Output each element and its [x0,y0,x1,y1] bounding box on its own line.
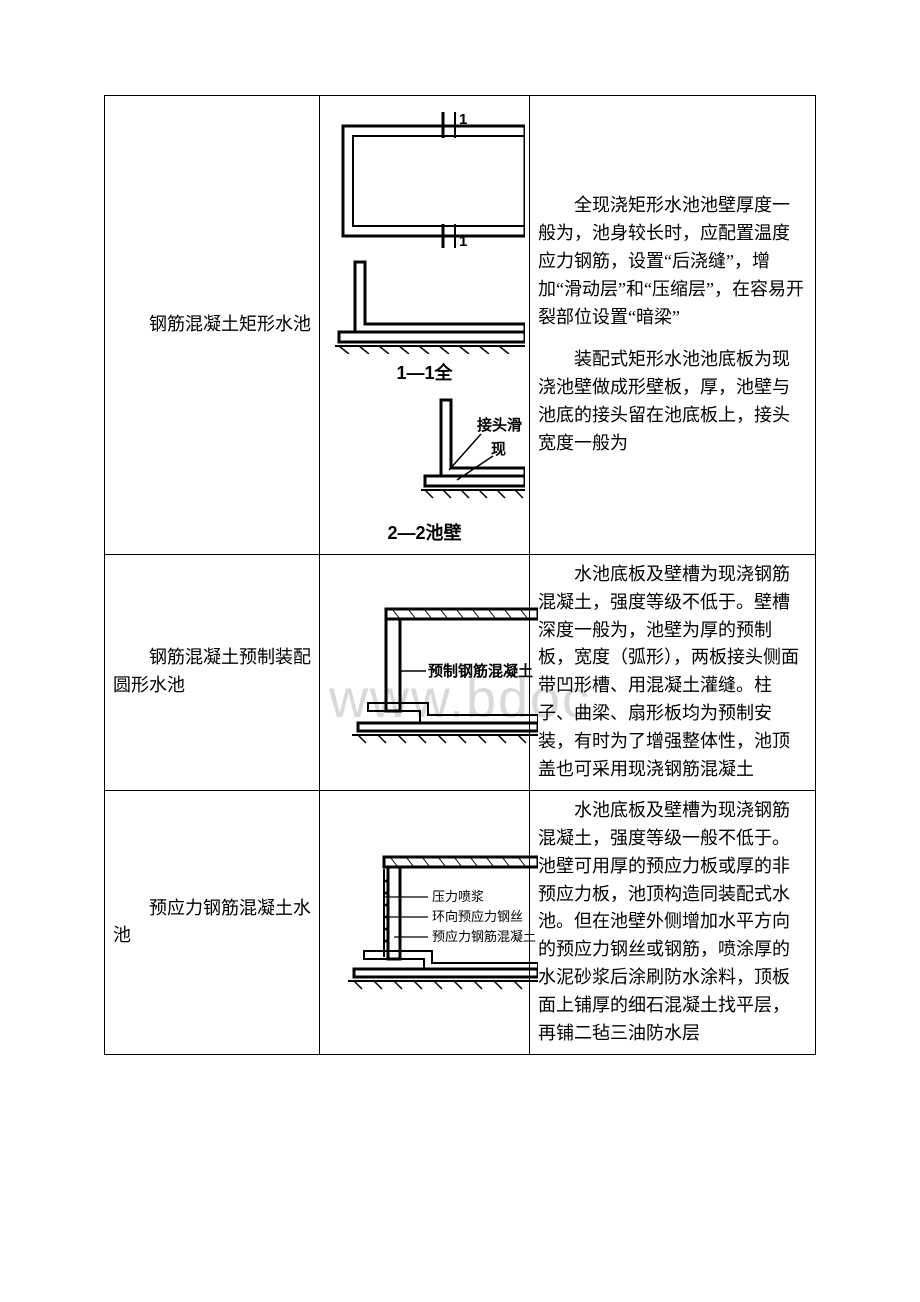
cell-figure: 预制钢筋混凝土 [320,554,530,790]
label-hoop-wire: 环向预应力钢丝 [432,909,523,924]
pool-name: 钢筋混凝土预制装配圆形水池 [113,644,311,700]
pool-types-table: 钢筋混凝土矩形水池 1 1 [104,95,816,1055]
plan-view-diagram: 1 1 [325,108,525,248]
cell-name: 预应力钢筋混凝土水池 [105,790,320,1054]
cell-description: 水池底板及壁槽为现浇钢筋混凝土，强度等级一般不低于。池壁可用厚的预应力板或厚的非… [530,790,816,1054]
document-page: 钢筋混凝土矩形水池 1 1 [0,0,920,1115]
cell-figure: 1 1 [320,96,530,555]
precast-circular-diagram: 预制钢筋混凝土 [328,597,538,747]
pool-name: 预应力钢筋混凝土水池 [113,895,311,951]
label-prestressed-rc: 预应力钢筋混凝土 [432,929,536,944]
cell-name: 钢筋混凝土预制装配圆形水池 [105,554,320,790]
pool-name: 钢筋混凝土矩形水池 [113,311,311,339]
label-shotcrete: 压力喷浆 [432,889,484,904]
cell-name: 钢筋混凝土矩形水池 [105,96,320,555]
desc-paragraph: 装配式矩形水池池底板为现浇池壁做成形壁板，厚，池壁与池底的接头留在池底板上，接头… [538,346,807,458]
figure-caption: 1—1全 [396,360,452,388]
table-row: 钢筋混凝土预制装配圆形水池 [105,554,816,790]
cell-description: 水池底板及壁槽为现浇钢筋混凝土，强度等级不低于。壁槽深度一般为，池壁为厚的预制板… [530,554,816,790]
desc-paragraph: 水池底板及壁槽为现浇钢筋混凝土，强度等级不低于。壁槽深度一般为，池壁为厚的预制板… [538,561,807,784]
section-2-2-diagram: 接头滑 现 [325,394,525,514]
prestressed-diagram: 压力喷浆 环向预应力钢丝 预应力钢筋混凝土 [328,847,538,997]
precast-label: 预制钢筋混凝土 [428,662,533,680]
desc-paragraph: 全现浇矩形水池池壁厚度一般为，池身较长时，应配置温度应力钢筋，设置“后浇缝”，增… [538,192,807,331]
tick-label: 1 [459,111,467,128]
desc-paragraph: 水池底板及壁槽为现浇钢筋混凝土，强度等级一般不低于。池壁可用厚的预应力板或厚的非… [538,797,807,1048]
cast-label: 现 [491,441,506,458]
section-1-1-diagram [325,254,525,354]
figure-caption: 2—2池壁 [387,520,461,548]
joint-label: 接头滑 [477,416,522,434]
tick-label: 1 [459,233,467,248]
figure-stack: 1 1 [328,102,521,548]
cell-description: 全现浇矩形水池池壁厚度一般为，池身较长时，应配置温度应力钢筋，设置“后浇缝”，增… [530,96,816,555]
table-row: 钢筋混凝土矩形水池 1 1 [105,96,816,555]
cell-figure: 压力喷浆 环向预应力钢丝 预应力钢筋混凝土 [320,790,530,1054]
table-row: 预应力钢筋混凝土水池 [105,790,816,1054]
